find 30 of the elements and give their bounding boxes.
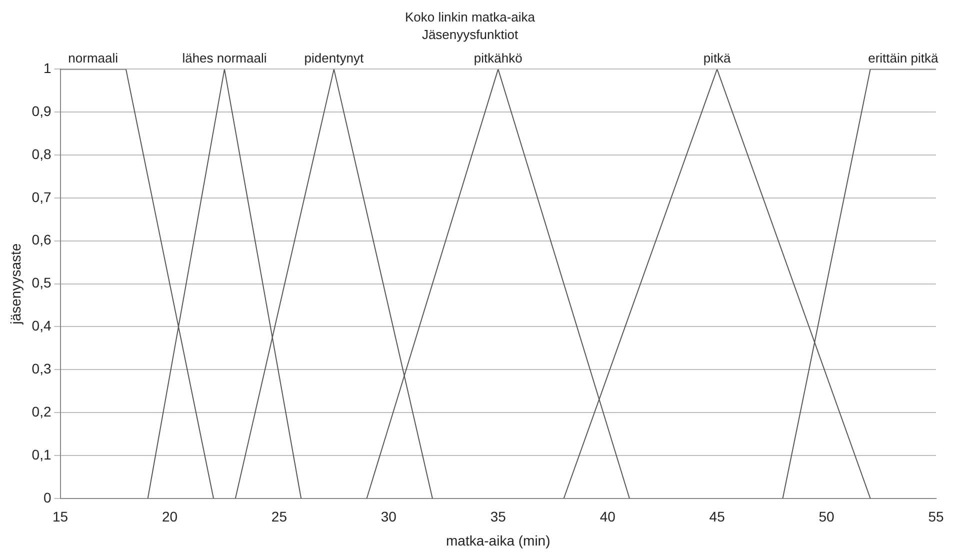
series-label: pidentynyt (304, 50, 364, 66)
x-tick-label: 50 (818, 508, 835, 525)
y-tick-label: 0,1 (32, 446, 52, 462)
x-tick-label: 35 (490, 508, 506, 525)
x-tick-label: 45 (709, 508, 726, 525)
y-tick-label: 0,6 (32, 232, 52, 248)
x-tick-label: 25 (271, 508, 288, 525)
y-tick-label: 0,3 (32, 360, 52, 376)
x-tick-label: 20 (162, 508, 178, 525)
y-tick-label: 0,8 (32, 146, 52, 162)
x-tick-label: 55 (928, 508, 944, 525)
x-axis-title: matka-aika (min) (446, 532, 550, 548)
y-tick-label: 0,4 (32, 318, 52, 334)
y-tick-label: 0,2 (32, 403, 52, 420)
x-tick-label: 30 (380, 508, 397, 525)
y-axis-title: jäsenyysaste (7, 243, 24, 326)
series-label: lähes normaali (182, 50, 267, 66)
chart-title: Koko linkin matka-aika (404, 9, 536, 24)
series-label: erittäin pitkä (868, 50, 939, 66)
x-tick-label: 40 (600, 508, 616, 525)
series-label: pitkähkö (474, 50, 522, 66)
y-tick-label: 0,5 (32, 274, 52, 291)
y-tick-label: 1 (43, 60, 52, 76)
series-label: pitkä (703, 50, 732, 66)
y-tick-label: 0,9 (32, 102, 52, 119)
chart-subtitle: Jäsenyysfunktiot (422, 26, 518, 42)
y-tick-label: 0,7 (32, 188, 52, 205)
series-label: normaali (68, 50, 118, 66)
y-tick-label: 0 (43, 489, 52, 506)
x-tick-label: 15 (52, 508, 68, 525)
